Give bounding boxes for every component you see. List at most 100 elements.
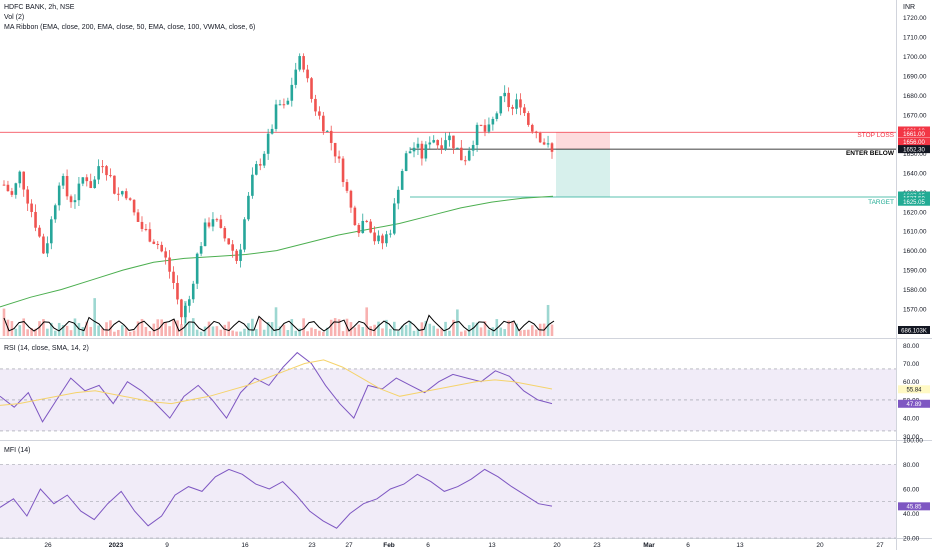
- volume-bar: [113, 331, 116, 336]
- volume-bar: [136, 321, 140, 336]
- candle-body: [26, 189, 29, 204]
- candle-body: [353, 207, 357, 226]
- volume-bar: [286, 330, 290, 336]
- volume-bar: [46, 328, 49, 336]
- target-label: TARGET: [868, 199, 894, 206]
- candle-body: [77, 183, 81, 201]
- time-tick-label: Mar: [643, 542, 655, 549]
- time-tick-label: 6: [686, 542, 690, 549]
- volume-bar: [298, 328, 301, 336]
- price-tick-label: 1670.00: [903, 112, 927, 119]
- volume-bar: [523, 329, 526, 336]
- currency-label: INR: [903, 4, 916, 11]
- volume-badge: [898, 326, 930, 334]
- candle-body: [302, 56, 305, 70]
- volume-bar: [353, 327, 357, 336]
- rsi-indicator-label: RSI (14, close, SMA, 14, 2): [4, 345, 89, 352]
- volume-bar: [65, 325, 69, 336]
- candle-body: [231, 244, 234, 251]
- candle-body: [61, 176, 65, 186]
- time-tick-label: 27: [345, 542, 353, 549]
- candle-body: [266, 133, 270, 154]
- candle-body: [2, 184, 6, 186]
- price-tick-label: 1590.00: [903, 268, 927, 275]
- candle-body: [534, 131, 538, 133]
- candle-body: [349, 190, 353, 208]
- volume-bar: [337, 319, 341, 336]
- volume-bar: [191, 318, 195, 336]
- candle-body: [207, 222, 211, 227]
- candle-body: [203, 222, 207, 247]
- candle-body: [85, 177, 89, 182]
- volume-bar: [180, 324, 183, 336]
- candle-body: [184, 305, 187, 318]
- volume-bar: [77, 323, 81, 336]
- candle-body: [262, 153, 266, 166]
- volume-bar: [207, 321, 211, 336]
- price-tick-label: 1640.00: [903, 171, 927, 178]
- volume-bar: [140, 318, 144, 336]
- price-tick-label: 1680.00: [903, 93, 927, 100]
- volume-bar: [444, 321, 447, 336]
- candle-body: [298, 56, 301, 70]
- time-tick-label: 2023: [109, 542, 124, 549]
- rsi-tick-label: 40.00: [903, 416, 920, 423]
- volume-bar: [361, 327, 365, 336]
- price-tick-label: 1610.00: [903, 229, 927, 236]
- mfi-value: 45.85: [906, 505, 922, 511]
- candle-body: [318, 111, 321, 116]
- candle-body: [527, 113, 530, 125]
- candle-body: [97, 166, 100, 180]
- candle-body: [333, 142, 337, 157]
- mfi-tick-label: 60.00: [903, 487, 920, 494]
- candle-body: [46, 243, 49, 254]
- volume-bar: [258, 318, 262, 336]
- volume-bar: [199, 331, 203, 336]
- volume-bar: [396, 331, 400, 336]
- volume-ma-line: [3, 314, 555, 332]
- volume-bar: [255, 329, 258, 336]
- candle-body: [396, 189, 400, 204]
- candle-body: [345, 182, 349, 191]
- volume-bar: [420, 322, 424, 336]
- volume-bar: [274, 307, 278, 336]
- candle-body: [337, 156, 341, 159]
- time-tick-label: 20: [553, 542, 561, 549]
- candle-body: [542, 142, 546, 145]
- volume-bar: [534, 329, 538, 336]
- volume-bar: [318, 330, 321, 336]
- candle-body: [385, 234, 388, 244]
- rsi-ma-value: 55.84: [906, 388, 922, 394]
- candle-body: [290, 84, 294, 101]
- volume-bar: [385, 319, 388, 336]
- profit-zone: [556, 149, 610, 197]
- volume-bar: [546, 304, 550, 336]
- volume-bar: [211, 326, 215, 336]
- volume-bar: [519, 330, 522, 336]
- candle-body: [400, 171, 404, 190]
- candle-body: [113, 175, 116, 194]
- candle-body: [404, 153, 408, 172]
- volume-bar: [400, 325, 404, 336]
- price-tick-label: 1620.00: [903, 209, 927, 216]
- rsi-tick-label: 60.00: [903, 379, 920, 386]
- candle-body: [152, 241, 156, 244]
- mfi-tick-label: 40.00: [903, 511, 920, 518]
- candle-body: [227, 238, 231, 245]
- volume-bar: [168, 326, 171, 336]
- volume-bar: [97, 325, 100, 336]
- price-badge-label: 1656.00: [903, 140, 925, 146]
- volume-bar: [495, 319, 499, 336]
- volume-bar: [479, 327, 483, 336]
- mfi-indicator-label: MFI (14): [4, 447, 31, 454]
- candle-body: [69, 196, 73, 203]
- symbol-title: HDFC BANK, 2h, NSE: [4, 4, 75, 11]
- candle-body: [10, 191, 14, 195]
- volume-bar: [93, 298, 96, 336]
- candle-body: [164, 251, 167, 258]
- candle-body: [448, 135, 451, 141]
- volume-bar: [503, 329, 506, 336]
- price-tick-label: 1720.00: [903, 15, 927, 22]
- volume-bar: [530, 325, 534, 336]
